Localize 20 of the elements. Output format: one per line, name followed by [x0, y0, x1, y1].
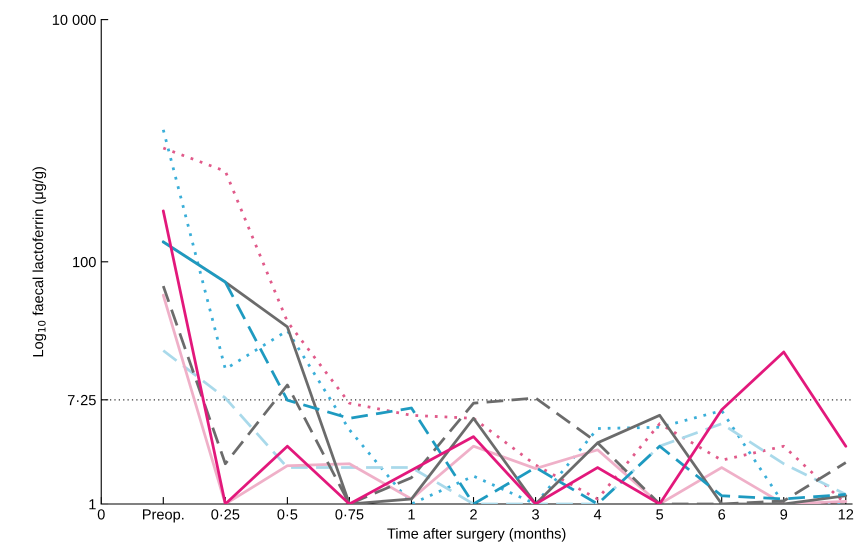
x-tick-label: 5 [656, 509, 664, 520]
x-tick-label: 3 [532, 509, 539, 520]
x-tick-label: 0·25 [211, 509, 240, 520]
x-tick-label: 2 [470, 509, 477, 520]
x-tick-label: Preop. [143, 509, 184, 522]
x-tick-label: 1 [408, 509, 415, 520]
y-tick-label: 100 [73, 256, 96, 268]
y-tick-label: 7·25 [68, 394, 96, 406]
x-tick-label: 9 [780, 509, 788, 520]
x-tick-label: 0·75 [335, 509, 364, 520]
y-axis-title: Log$_{10}$ faecal lactoferrin (μg/g) [32, 167, 46, 356]
y-tick-label: 1 [89, 499, 96, 510]
x-tick-label: 12 [838, 509, 854, 520]
x-tick-label: 6 [718, 509, 726, 520]
y-tick-label: 10 000 [52, 14, 96, 26]
x-axis-title: Time after surgery (months) [387, 528, 566, 542]
x-tick-label: 0·5 [277, 509, 298, 520]
line-series [162, 349, 848, 504]
x-tick-label: 0 [98, 509, 105, 520]
x-tick-label: 4 [594, 509, 602, 520]
